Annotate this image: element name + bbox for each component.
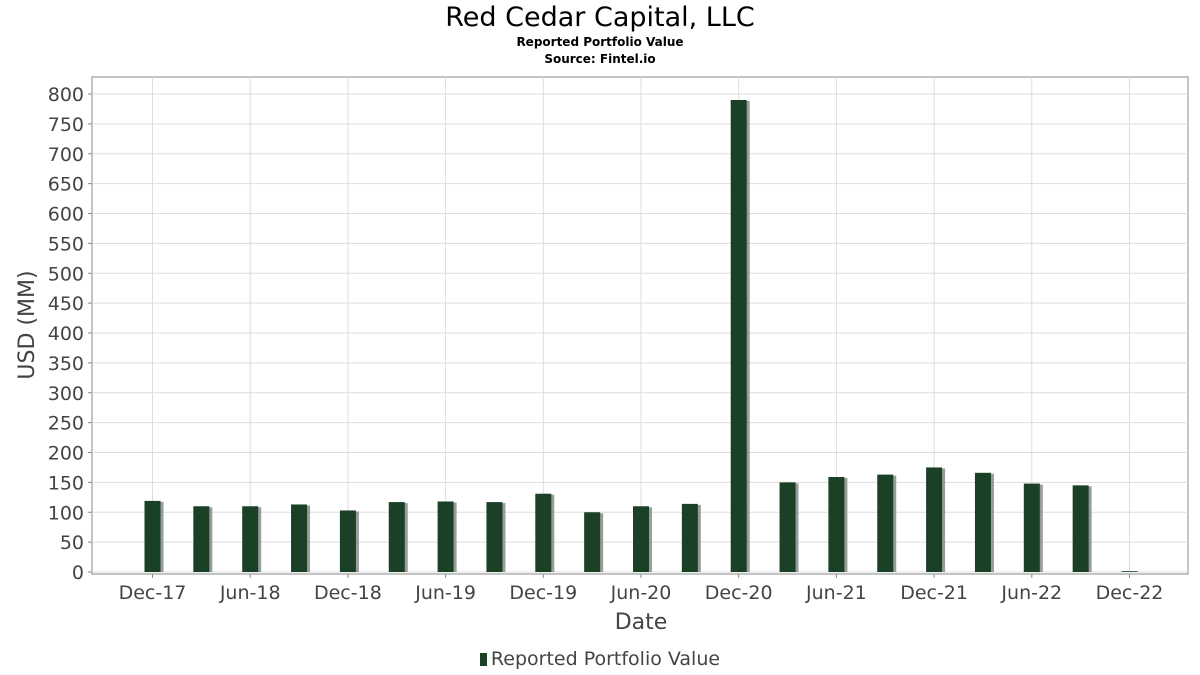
legend: Reported Portfolio Value bbox=[0, 648, 1200, 670]
x-axis-label: Date bbox=[615, 610, 668, 635]
legend-swatch bbox=[479, 653, 487, 666]
x-tick-label: Dec-22 bbox=[1096, 582, 1164, 604]
y-tick-label: 600 bbox=[48, 204, 84, 226]
bar-2019-06 bbox=[437, 501, 454, 572]
x-axis: Dec-17 Jun-18 Dec-18 Jun-19 Dec-19 Jun-20 Dec-… bbox=[119, 574, 1164, 604]
bar-2017-12 bbox=[144, 500, 161, 572]
y-axis-label: USD (MM) bbox=[15, 270, 40, 379]
y-tick-label: 650 bbox=[48, 174, 84, 196]
x-tick-label: Dec-19 bbox=[509, 582, 577, 604]
bar-2021-12 bbox=[926, 467, 943, 572]
bar-2019-09 bbox=[486, 502, 503, 572]
y-tick-label: 150 bbox=[48, 472, 84, 494]
y-tick-label: 250 bbox=[48, 413, 84, 435]
chart-source: Source: Fintel.io bbox=[544, 52, 656, 66]
chart-subtitle: Reported Portfolio Value bbox=[516, 35, 684, 49]
x-tick-label: Jun-20 bbox=[610, 582, 672, 604]
chart-title: Red Cedar Capital, LLC bbox=[445, 2, 755, 33]
bar-2018-12 bbox=[339, 510, 356, 572]
y-tick-label: 0 bbox=[72, 562, 84, 584]
plot-area bbox=[91, 76, 1189, 575]
y-tick-label: 200 bbox=[48, 443, 84, 465]
bar-2018-09 bbox=[291, 504, 308, 572]
bar-2021-09 bbox=[877, 474, 894, 572]
y-tick-label: 450 bbox=[48, 293, 84, 315]
legend-label: Reported Portfolio Value bbox=[490, 648, 721, 670]
x-tick-label: Jun-21 bbox=[805, 582, 867, 604]
x-tick-label: Jun-18 bbox=[219, 582, 281, 604]
y-axis: 0 50 100 150 200 250 300 350 400 450 500 550 600 650 7… bbox=[48, 84, 92, 584]
grid bbox=[92, 77, 1188, 574]
y-tick-label: 500 bbox=[48, 263, 84, 285]
bar-2022-12 bbox=[1121, 571, 1138, 572]
bar-2018-03 bbox=[193, 506, 210, 572]
y-tick-label: 100 bbox=[48, 502, 84, 524]
y-tick-label: 750 bbox=[48, 114, 84, 136]
bar-2020-03 bbox=[584, 512, 601, 572]
bar-2019-12 bbox=[535, 493, 552, 572]
y-tick-label: 50 bbox=[60, 532, 84, 554]
bars bbox=[144, 99, 1138, 572]
x-tick-label: Jun-19 bbox=[414, 582, 476, 604]
bar-2021-03 bbox=[779, 482, 796, 572]
y-tick-label: 400 bbox=[48, 323, 84, 345]
x-tick-label: Jun-22 bbox=[1000, 582, 1062, 604]
bar-2020-09 bbox=[681, 503, 698, 572]
y-tick-label: 800 bbox=[48, 84, 84, 106]
bar-2022-09 bbox=[1072, 485, 1089, 572]
x-tick-label: Dec-20 bbox=[705, 582, 773, 604]
y-tick-label: 550 bbox=[48, 233, 84, 255]
y-tick-label: 350 bbox=[48, 353, 84, 375]
bar-2022-06 bbox=[1023, 483, 1040, 572]
x-tick-label: Dec-18 bbox=[314, 582, 382, 604]
bar-2022-03 bbox=[974, 472, 991, 572]
x-tick-label: Dec-21 bbox=[900, 582, 968, 604]
y-tick-label: 300 bbox=[48, 383, 84, 405]
y-tick-label: 700 bbox=[48, 144, 84, 166]
bar-2020-12 bbox=[730, 99, 747, 572]
bar-2020-06 bbox=[633, 506, 649, 572]
bar-2018-06 bbox=[242, 506, 259, 572]
bar-2021-06 bbox=[828, 476, 845, 572]
x-tick-label: Dec-17 bbox=[119, 582, 187, 604]
bar-2019-03 bbox=[388, 502, 405, 572]
